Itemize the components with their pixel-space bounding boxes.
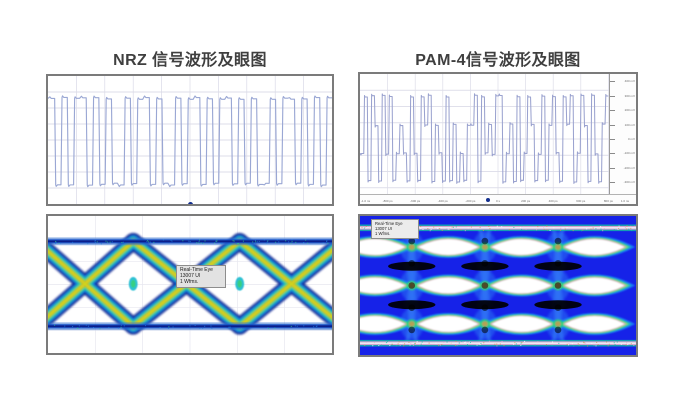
- pam4-y-tick: -300 mV: [624, 180, 635, 184]
- pam4-eye-plot-area: Real-Time Eye 13007 UI 1 Wfms.: [360, 216, 636, 355]
- nrz-waveform-plot-area: [48, 76, 332, 204]
- pam4-x-tick: 200 ps: [521, 199, 530, 203]
- nrz-waveform-cursor-marker[interactable]: [188, 202, 193, 204]
- pam4-panel-title: PAM-4信号波形及眼图: [358, 46, 638, 70]
- nrz-panel-title: NRZ 信号波形及眼图: [46, 46, 334, 70]
- pam4-y-tick: 0 mV: [628, 137, 635, 141]
- pam4-x-tick: 600 ps: [576, 199, 585, 203]
- pam4-x-tick: 400 ps: [549, 199, 558, 203]
- pam4-y-tick-mark: [610, 153, 615, 154]
- pam4-y-tick: -100 mV: [624, 151, 635, 155]
- pam4-waveform-y-axis: 400 mV 300 mV 200 mV 100 mV 0 mV -100 mV -200 …: [609, 74, 636, 204]
- pam4-waveform-plot-area: 400 mV 300 mV 200 mV 100 mV 0 mV -100 mV -200 …: [360, 74, 636, 204]
- pam4-y-tick-mark: [610, 110, 615, 111]
- pam4-x-tick: 0 s: [496, 199, 500, 203]
- pam4-x-tick: -200 ps: [465, 199, 475, 203]
- nrz-waveform-panel[interactable]: [46, 74, 334, 206]
- slide-canvas: NRZ 信号波形及眼图 PAM-4信号波形及眼图: [0, 0, 680, 417]
- pam4-y-tick-mark: [610, 139, 615, 140]
- pam4-waveform-x-axis: -1.0 ns -800 ps -600 ps -400 ps -200 ps 0 s 20…: [360, 194, 636, 204]
- pam4-y-tick-mark: [610, 81, 615, 82]
- nrz-eye-plot-area: Real-Time Eye 13007 UI 1 Wfms.: [48, 216, 332, 353]
- pam4-x-tick: 1.0 ns: [621, 199, 629, 203]
- nrz-eye-panel[interactable]: Real-Time Eye 13007 UI 1 Wfms.: [46, 214, 334, 355]
- pam4-x-tick: -800 ps: [383, 199, 393, 203]
- pam4-y-tick-mark: [610, 125, 615, 126]
- pam4-y-tick: 200 mV: [625, 108, 635, 112]
- pam4-x-tick: -600 ps: [410, 199, 420, 203]
- pam4-y-tick-mark: [610, 182, 615, 183]
- pam4-y-tick: 300 mV: [625, 94, 635, 98]
- nrz-waveform-svg: [48, 76, 332, 204]
- pam4-waveform-cursor-marker[interactable]: [486, 198, 490, 202]
- pam4-eye-panel[interactable]: Real-Time Eye 13007 UI 1 Wfms.: [358, 214, 638, 357]
- pam4-eye-measurement-label: Real-Time Eye 13007 UI 1 Wfms.: [371, 219, 419, 239]
- pam4-y-tick-mark: [610, 168, 615, 169]
- pam4-y-tick: 100 mV: [625, 123, 635, 127]
- pam4-x-tick: 800 ps: [604, 199, 613, 203]
- nrz-eye-measurement-label: Real-Time Eye 13007 UI 1 Wfms.: [176, 265, 226, 288]
- pam4-y-tick-mark: [610, 96, 615, 97]
- pam4-eye-label-line3: 1 Wfms.: [375, 232, 415, 237]
- pam4-y-tick: 400 mV: [625, 79, 635, 83]
- pam4-waveform-svg: [360, 74, 636, 204]
- pam4-waveform-panel[interactable]: 400 mV 300 mV 200 mV 100 mV 0 mV -100 mV -200 …: [358, 72, 638, 206]
- nrz-eye-label-line3: 1 Wfms.: [180, 280, 222, 286]
- pam4-x-tick: -400 ps: [438, 199, 448, 203]
- pam4-x-tick: -1.0 ns: [361, 199, 370, 203]
- pam4-y-tick: -200 mV: [624, 166, 635, 170]
